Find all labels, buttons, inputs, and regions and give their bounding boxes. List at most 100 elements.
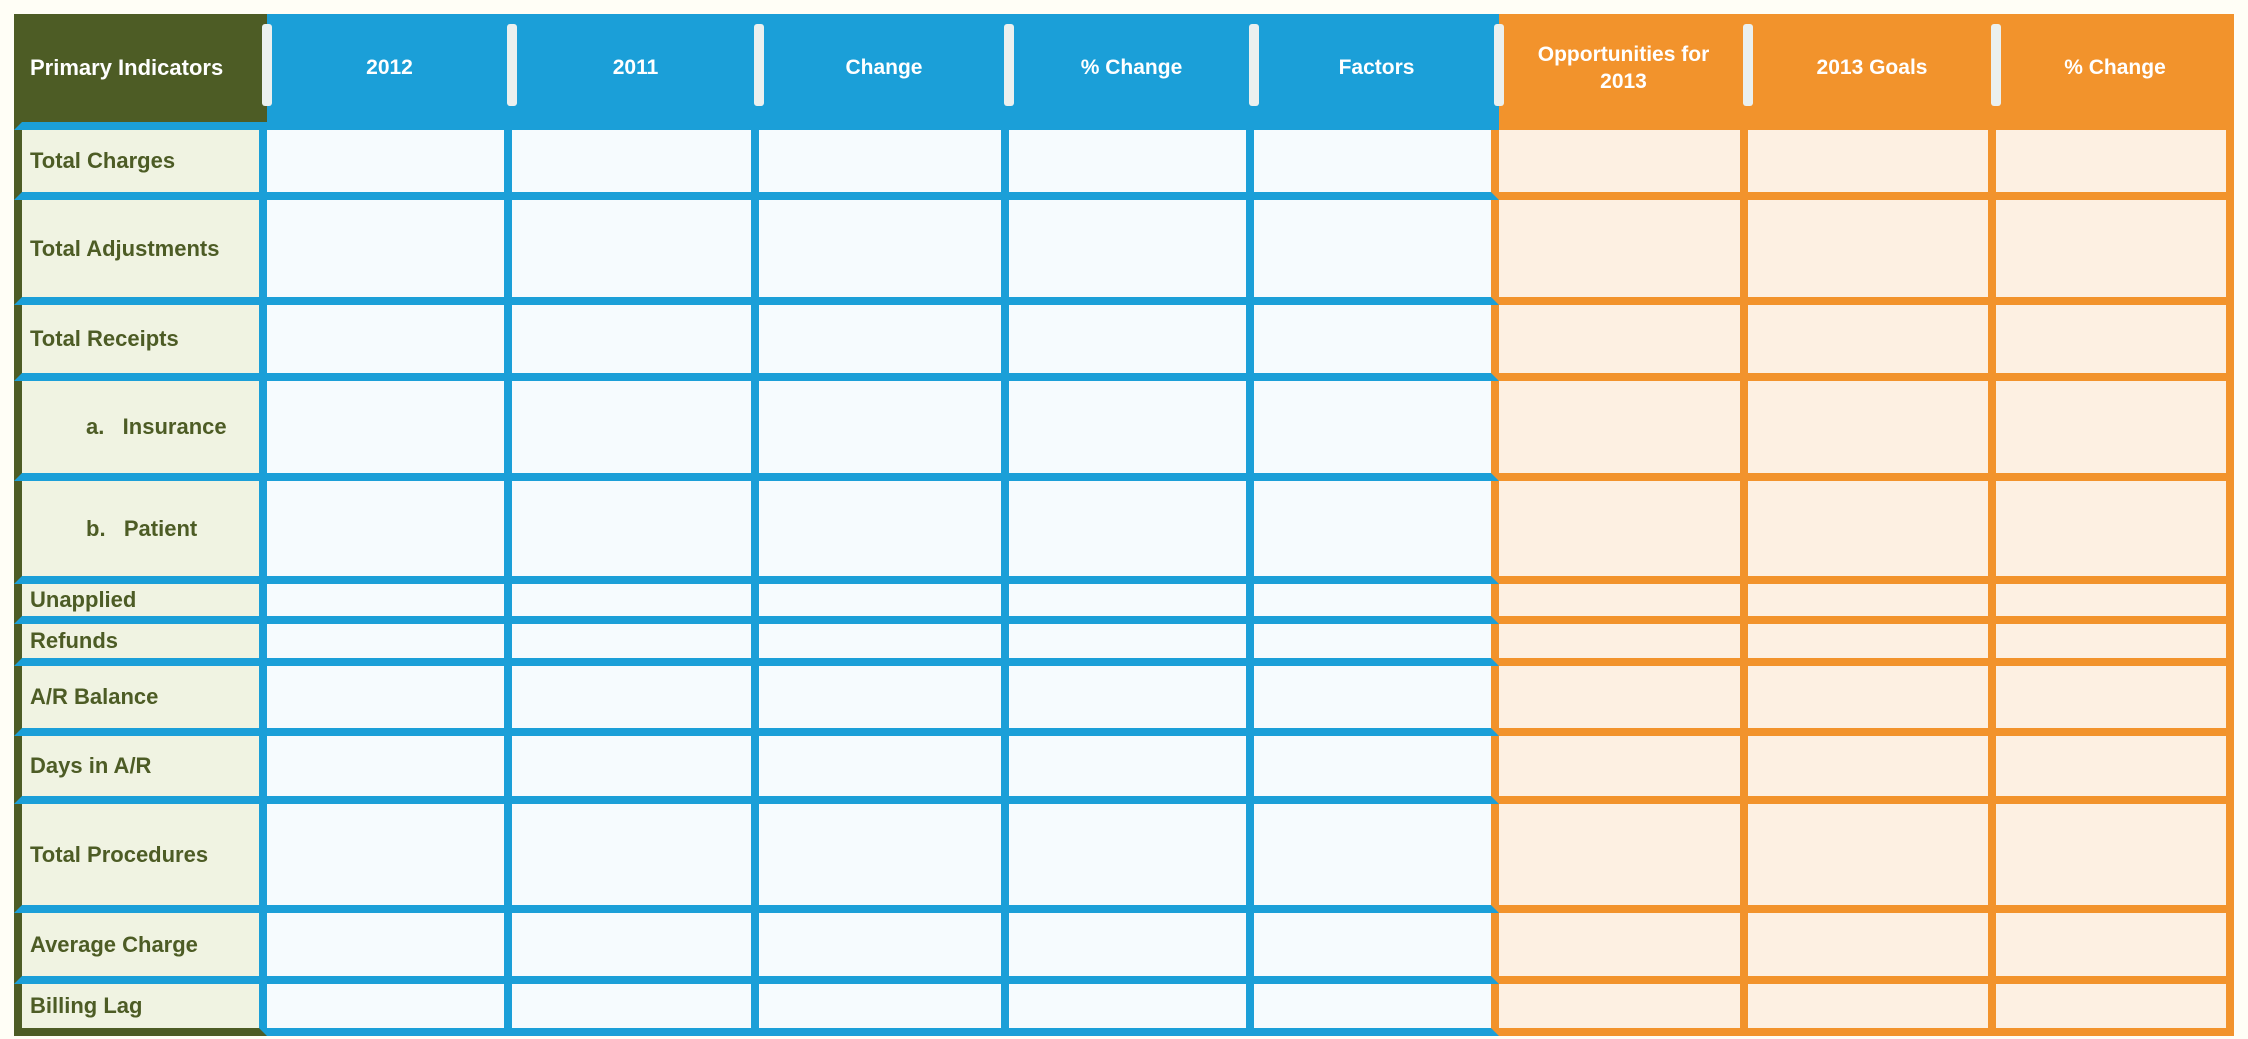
cell-unapplied-opportunities-for-2013[interactable] (1499, 584, 1748, 624)
row-label-a-r-balance: A/R Balance (14, 666, 267, 736)
cell-b-patient-change[interactable] (1009, 481, 1254, 584)
cell-a-r-balance-change[interactable] (1009, 666, 1254, 736)
cell-b-patient-2011[interactable] (512, 481, 759, 584)
cell-a-insurance-change[interactable] (1996, 381, 2234, 481)
column-header-factors: Factors (1249, 14, 1499, 130)
cell-total-receipts-2011[interactable] (512, 305, 759, 381)
cell-refunds-2012[interactable] (267, 624, 512, 666)
cell-a-r-balance-2012[interactable] (267, 666, 512, 736)
cell-total-charges-change[interactable] (1009, 130, 1254, 200)
cell-a-insurance-2013-goals[interactable] (1748, 381, 1996, 481)
cell-refunds-2013-goals[interactable] (1748, 624, 1996, 666)
cell-total-procedures-change[interactable] (1996, 804, 2234, 913)
cell-total-charges-2012[interactable] (267, 130, 512, 200)
cell-unapplied-change[interactable] (1009, 584, 1254, 624)
cell-b-patient-factors[interactable] (1254, 481, 1499, 584)
cell-total-receipts-change[interactable] (1009, 305, 1254, 381)
cell-billing-lag-change[interactable] (1996, 984, 2234, 1036)
cell-total-adjustments-change[interactable] (759, 200, 1009, 305)
cell-b-patient-2013-goals[interactable] (1748, 481, 1996, 584)
cell-refunds-opportunities-for-2013[interactable] (1499, 624, 1748, 666)
cell-average-charge-change[interactable] (1009, 913, 1254, 984)
cell-billing-lag-2011[interactable] (512, 984, 759, 1036)
cell-b-patient-change[interactable] (1996, 481, 2234, 584)
cell-days-in-a-r-change[interactable] (1009, 736, 1254, 804)
cell-refunds-change[interactable] (1009, 624, 1254, 666)
cell-unapplied-change[interactable] (1996, 584, 2234, 624)
cell-average-charge-change[interactable] (1996, 913, 2234, 984)
cell-unapplied-change[interactable] (759, 584, 1009, 624)
row-label-refunds: Refunds (14, 624, 267, 666)
cell-total-procedures-change[interactable] (759, 804, 1009, 913)
cell-a-insurance-factors[interactable] (1254, 381, 1499, 481)
cell-average-charge-2012[interactable] (267, 913, 512, 984)
cell-billing-lag-opportunities-for-2013[interactable] (1499, 984, 1748, 1036)
cell-total-adjustments-change[interactable] (1996, 200, 2234, 305)
cell-total-adjustments-2013-goals[interactable] (1748, 200, 1996, 305)
cell-average-charge-change[interactable] (759, 913, 1009, 984)
cell-total-receipts-change[interactable] (759, 305, 1009, 381)
cell-total-adjustments-opportunities-for-2013[interactable] (1499, 200, 1748, 305)
cell-unapplied-2011[interactable] (512, 584, 759, 624)
cell-total-charges-2013-goals[interactable] (1748, 130, 1996, 200)
cell-total-charges-change[interactable] (759, 130, 1009, 200)
cell-days-in-a-r-opportunities-for-2013[interactable] (1499, 736, 1748, 804)
cell-a-insurance-opportunities-for-2013[interactable] (1499, 381, 1748, 481)
cell-total-receipts-2013-goals[interactable] (1748, 305, 1996, 381)
cell-average-charge-2011[interactable] (512, 913, 759, 984)
cell-total-receipts-change[interactable] (1996, 305, 2234, 381)
cell-a-insurance-change[interactable] (1009, 381, 1254, 481)
cell-total-procedures-change[interactable] (1009, 804, 1254, 913)
cell-total-receipts-opportunities-for-2013[interactable] (1499, 305, 1748, 381)
cell-billing-lag-change[interactable] (1009, 984, 1254, 1036)
cell-refunds-2011[interactable] (512, 624, 759, 666)
cell-unapplied-2012[interactable] (267, 584, 512, 624)
cell-total-procedures-opportunities-for-2013[interactable] (1499, 804, 1748, 913)
cell-a-r-balance-change[interactable] (759, 666, 1009, 736)
cell-days-in-a-r-2012[interactable] (267, 736, 512, 804)
cell-total-adjustments-change[interactable] (1009, 200, 1254, 305)
cell-b-patient-opportunities-for-2013[interactable] (1499, 481, 1748, 584)
cell-unapplied-factors[interactable] (1254, 584, 1499, 624)
cell-average-charge-2013-goals[interactable] (1748, 913, 1996, 984)
cell-refunds-change[interactable] (1996, 624, 2234, 666)
cell-a-r-balance-2013-goals[interactable] (1748, 666, 1996, 736)
cell-days-in-a-r-2011[interactable] (512, 736, 759, 804)
cell-refunds-factors[interactable] (1254, 624, 1499, 666)
cell-billing-lag-2012[interactable] (267, 984, 512, 1036)
cell-total-adjustments-2012[interactable] (267, 200, 512, 305)
cell-a-r-balance-opportunities-for-2013[interactable] (1499, 666, 1748, 736)
cell-total-charges-opportunities-for-2013[interactable] (1499, 130, 1748, 200)
cell-a-r-balance-2011[interactable] (512, 666, 759, 736)
cell-days-in-a-r-change[interactable] (1996, 736, 2234, 804)
cell-a-insurance-change[interactable] (759, 381, 1009, 481)
cell-days-in-a-r-2013-goals[interactable] (1748, 736, 1996, 804)
cell-unapplied-2013-goals[interactable] (1748, 584, 1996, 624)
cell-total-charges-factors[interactable] (1254, 130, 1499, 200)
cell-b-patient-2012[interactable] (267, 481, 512, 584)
cell-average-charge-opportunities-for-2013[interactable] (1499, 913, 1748, 984)
cell-total-receipts-2012[interactable] (267, 305, 512, 381)
cell-a-r-balance-factors[interactable] (1254, 666, 1499, 736)
cell-billing-lag-change[interactable] (759, 984, 1009, 1036)
cell-a-r-balance-change[interactable] (1996, 666, 2234, 736)
cell-total-charges-change[interactable] (1996, 130, 2234, 200)
cell-a-insurance-2012[interactable] (267, 381, 512, 481)
cell-b-patient-change[interactable] (759, 481, 1009, 584)
cell-refunds-change[interactable] (759, 624, 1009, 666)
cell-a-insurance-2011[interactable] (512, 381, 759, 481)
cell-billing-lag-factors[interactable] (1254, 984, 1499, 1036)
cell-days-in-a-r-change[interactable] (759, 736, 1009, 804)
cell-total-adjustments-factors[interactable] (1254, 200, 1499, 305)
cell-total-procedures-2011[interactable] (512, 804, 759, 913)
cell-days-in-a-r-factors[interactable] (1254, 736, 1499, 804)
cell-total-adjustments-2011[interactable] (512, 200, 759, 305)
cell-total-procedures-2012[interactable] (267, 804, 512, 913)
cell-average-charge-factors[interactable] (1254, 913, 1499, 984)
column-header-label: Primary Indicators (30, 55, 224, 80)
cell-total-receipts-factors[interactable] (1254, 305, 1499, 381)
cell-total-procedures-2013-goals[interactable] (1748, 804, 1996, 913)
cell-total-charges-2011[interactable] (512, 130, 759, 200)
cell-total-procedures-factors[interactable] (1254, 804, 1499, 913)
cell-billing-lag-2013-goals[interactable] (1748, 984, 1996, 1036)
